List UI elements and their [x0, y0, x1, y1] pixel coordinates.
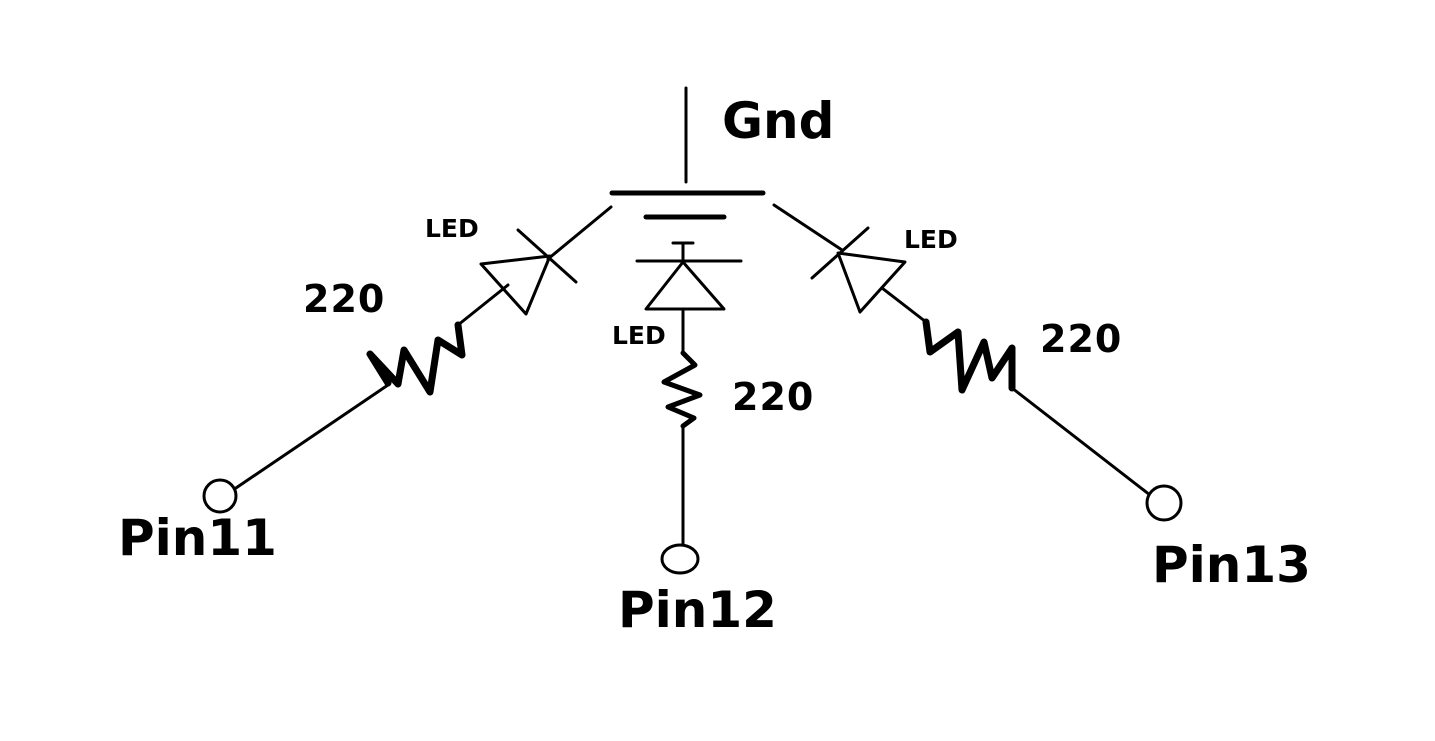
led-middle: [635, 259, 743, 311]
wire-gnd-led-left: [546, 205, 613, 261]
led-label-left: LED: [425, 214, 479, 243]
pin11-terminal: [202, 478, 238, 514]
wire-led-res-left: [456, 283, 510, 327]
led-label-right: LED: [904, 225, 958, 254]
led-left: [479, 228, 578, 316]
resistor-middle: [661, 350, 703, 429]
resistor-right: [922, 318, 1016, 394]
pin-label-12: Pin12: [618, 581, 777, 639]
pin-label-13: Pin13: [1152, 536, 1311, 594]
wire-led-res-right: [880, 286, 928, 324]
resistor-label-left: 220: [303, 277, 385, 321]
led-left-triangle: [479, 254, 552, 316]
resistor-label-right: 220: [1040, 317, 1122, 361]
branch-pin13: [772, 203, 1183, 522]
pin12-terminal: [660, 543, 700, 575]
pin13-terminal: [1145, 484, 1183, 522]
branch-pin11: [202, 205, 613, 514]
pin-label-11: Pin11: [118, 509, 277, 567]
ground-symbol: [609, 86, 766, 196]
wire-res-pin-right: [1010, 386, 1152, 497]
resistor-left: [366, 321, 466, 396]
branch-pin12: [635, 214, 743, 575]
led-middle-triangle: [644, 260, 726, 311]
led-label-middle: LED: [612, 321, 666, 350]
wire-gnd-led-right: [772, 203, 844, 252]
resistor-label-middle: 220: [732, 375, 814, 419]
led-right-triangle: [836, 251, 907, 314]
wire-res-pin-left: [231, 383, 390, 492]
ground-label: Gnd: [722, 92, 834, 150]
